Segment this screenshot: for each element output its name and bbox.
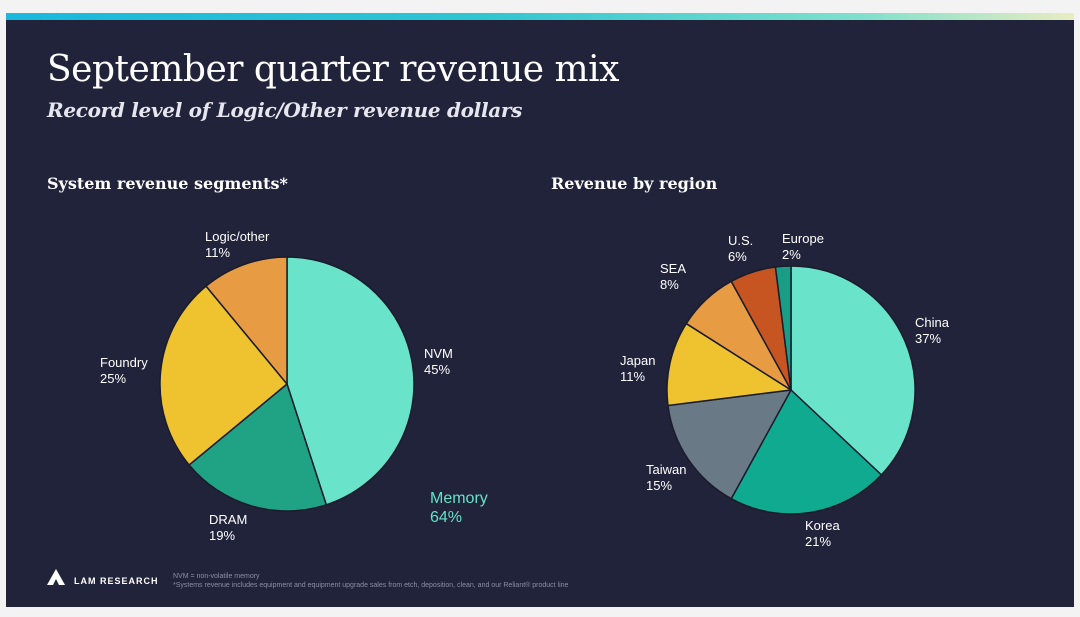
slice-nvm xyxy=(286,256,415,506)
label-logic-other: Logic/other xyxy=(205,229,270,244)
label-europe: Europe xyxy=(782,231,824,246)
value-logic-other: 11% xyxy=(205,245,230,260)
footnote-nvm: NVM = non-volatile memory xyxy=(173,573,260,580)
slice-china xyxy=(790,265,916,476)
value-taiwan: 15% xyxy=(646,478,672,493)
slide-subtitle: Record level of Logic/Other revenue doll… xyxy=(47,98,523,122)
slice-europe xyxy=(774,265,792,391)
label-dram: DRAM xyxy=(209,512,247,527)
label-sea: SEA xyxy=(660,261,686,276)
slice-taiwan xyxy=(667,389,792,500)
memory-label: Memory xyxy=(430,490,488,507)
slice-dram xyxy=(188,383,327,512)
label-nvm: NVM xyxy=(424,346,453,361)
label-korea: Korea xyxy=(805,518,840,533)
lam-logo-icon xyxy=(47,569,65,585)
label-foundry: Foundry xyxy=(100,355,148,370)
value-foundry: 25% xyxy=(100,371,126,386)
value-korea: 21% xyxy=(805,534,831,549)
value-sea: 8% xyxy=(660,277,679,292)
value-dram: 19% xyxy=(209,528,235,543)
label-japan: Japan xyxy=(620,353,655,368)
value-europe: 2% xyxy=(782,247,801,262)
label-u-s: U.S. xyxy=(728,233,753,248)
label-china: China xyxy=(915,315,950,330)
value-u-s: 6% xyxy=(728,249,747,264)
slice-korea xyxy=(730,389,883,515)
value-nvm: 45% xyxy=(424,362,450,377)
slice-foundry xyxy=(159,285,288,466)
value-china: 37% xyxy=(915,331,941,346)
slide-title: September quarter revenue mix xyxy=(47,49,619,90)
region-chart-title: Revenue by region xyxy=(551,174,718,193)
slide: September quarter revenue mix Record lev… xyxy=(6,13,1074,607)
label-taiwan: Taiwan xyxy=(646,462,686,477)
memory-value: 64% xyxy=(430,509,462,526)
value-japan: 11% xyxy=(620,369,645,384)
segments-pie xyxy=(159,256,415,512)
logo-text: LAM RESEARCH xyxy=(74,576,159,586)
region-pie xyxy=(666,265,916,515)
slice-japan xyxy=(666,322,792,407)
accent-bar xyxy=(6,13,1074,20)
segments-chart-title: System revenue segments* xyxy=(47,174,288,193)
footnote-systems: *Systems revenue includes equipment and … xyxy=(173,582,569,589)
slice-logic-other xyxy=(205,256,288,385)
